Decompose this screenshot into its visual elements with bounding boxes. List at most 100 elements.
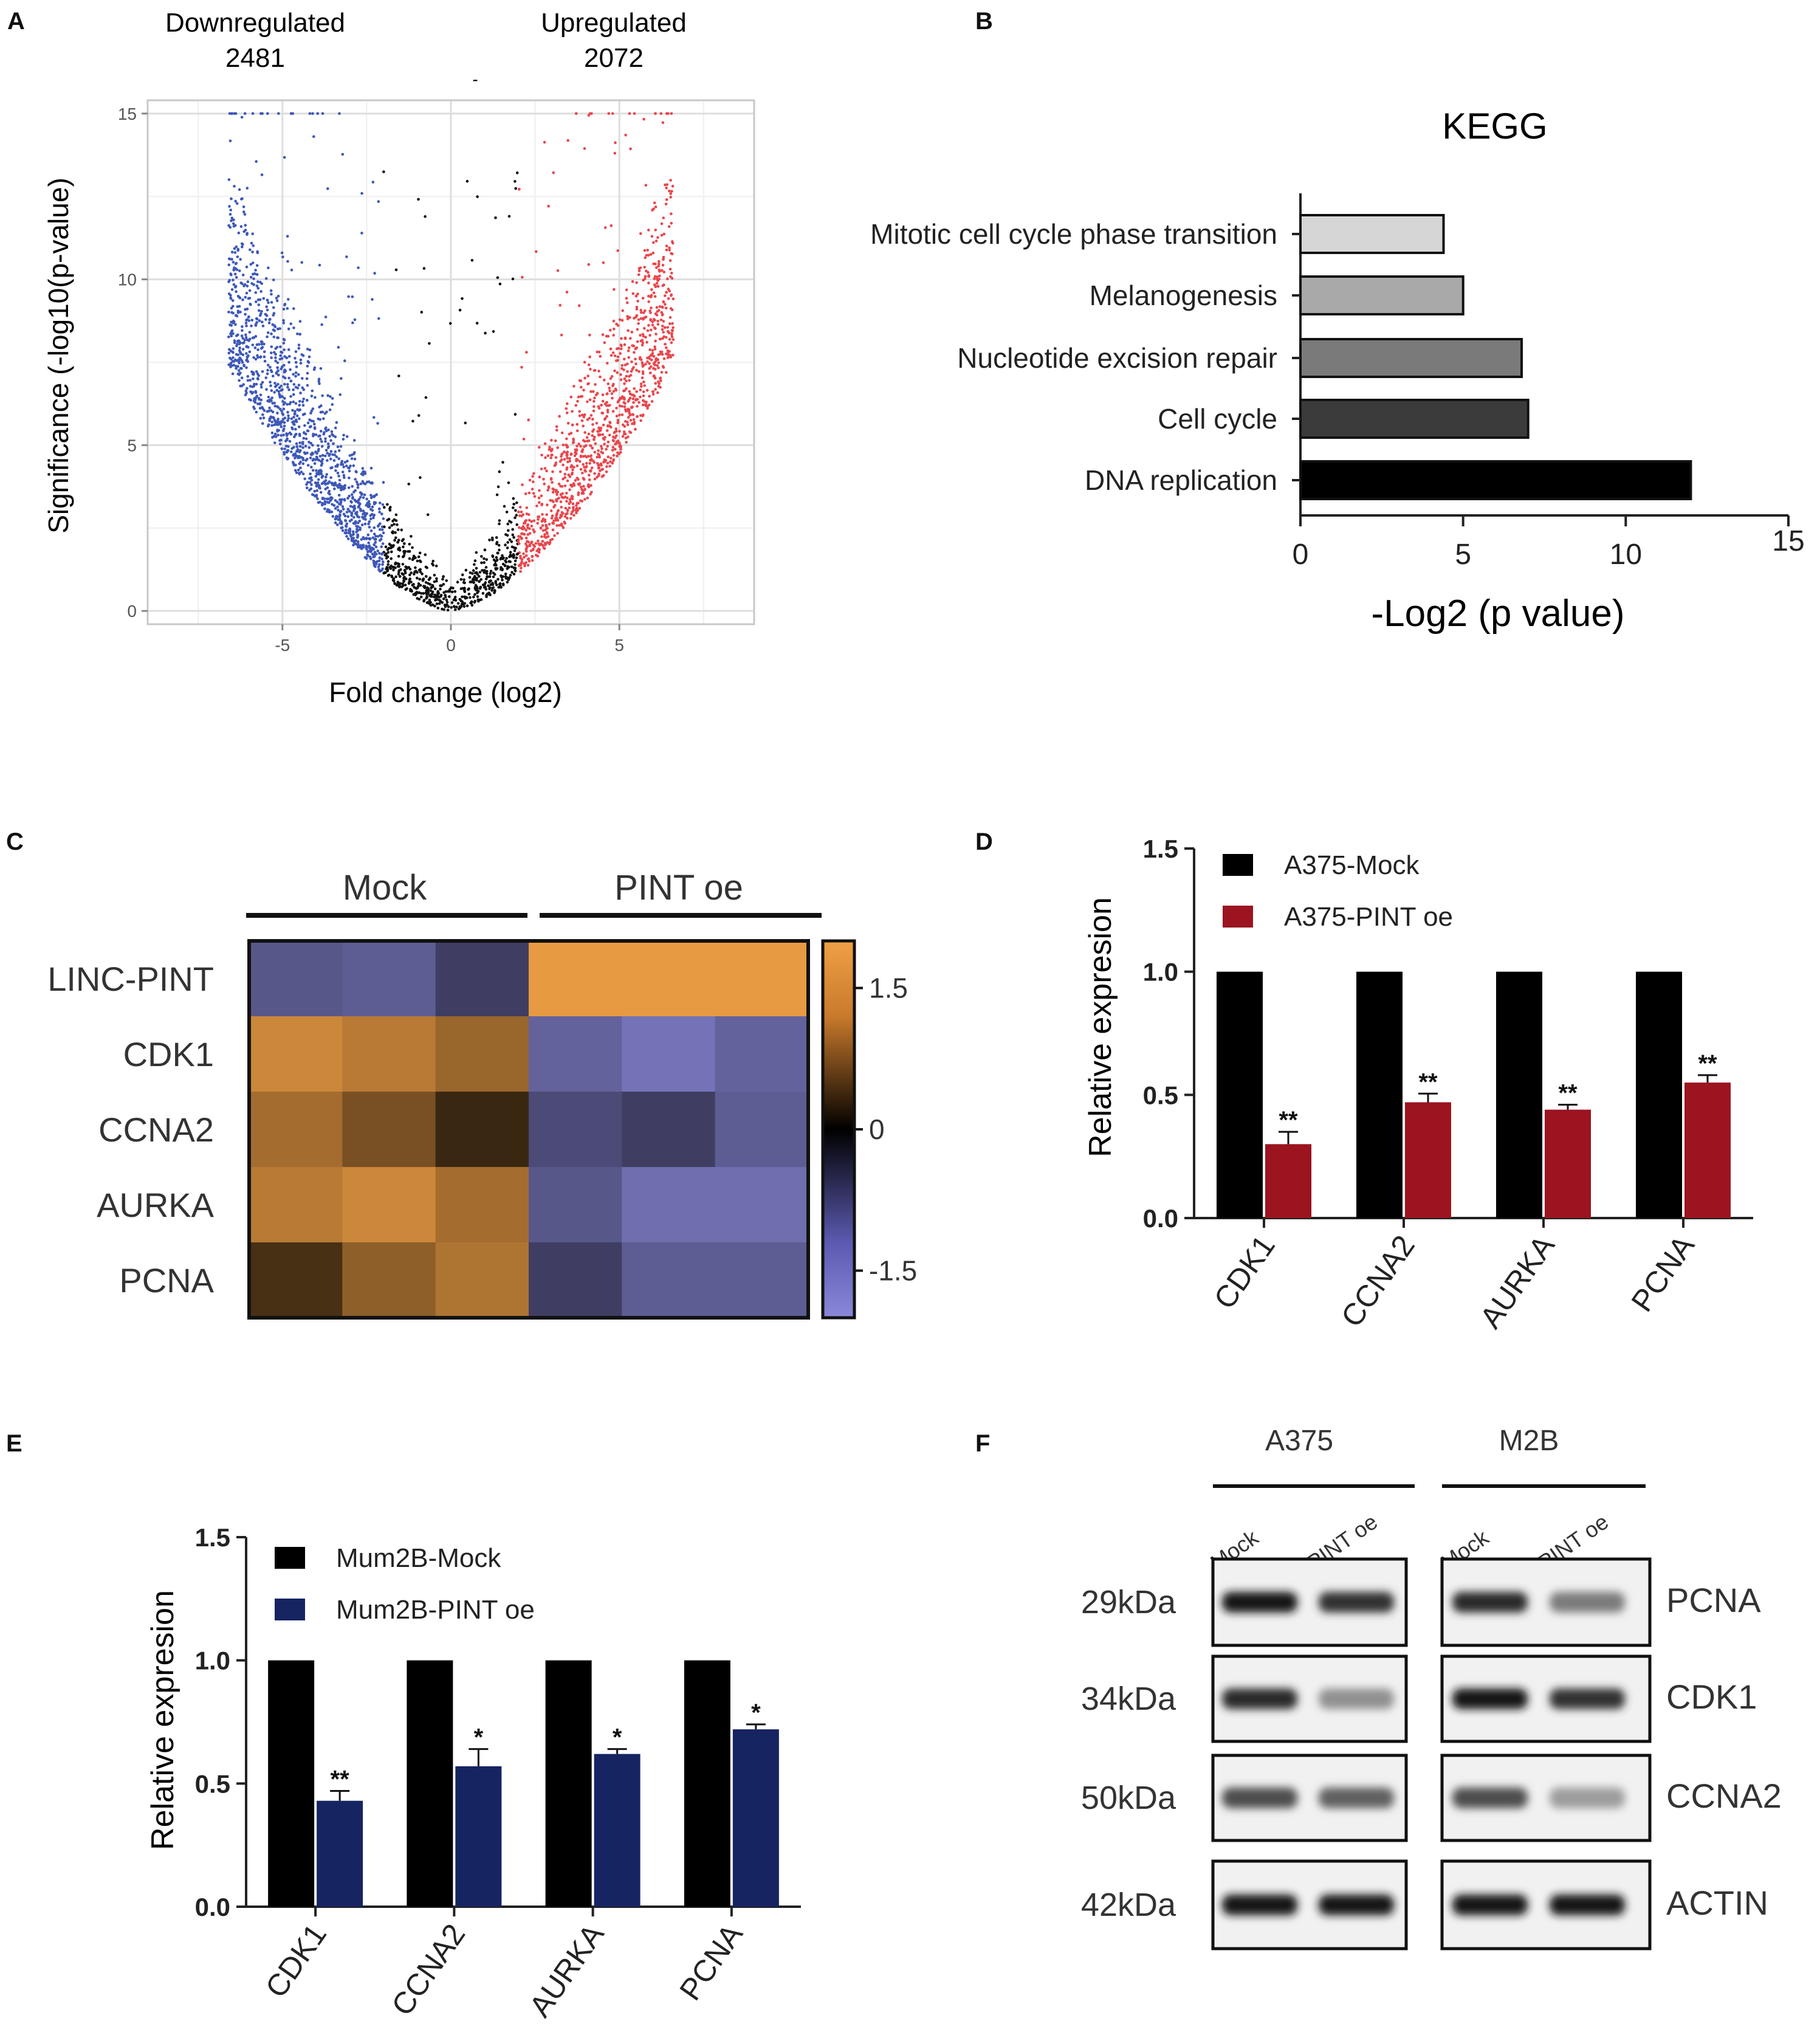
volcano-point (654, 327, 657, 330)
volcano-point (253, 382, 256, 386)
volcano-point (330, 510, 334, 514)
volcano-point (589, 368, 592, 371)
volcano-point (232, 268, 236, 272)
volcano-point (280, 434, 283, 437)
volcano-point (252, 373, 255, 376)
volcano-point (611, 461, 614, 465)
volcano-point (644, 362, 647, 366)
volcano-point (272, 278, 275, 281)
volcano-point (469, 601, 472, 605)
volcano-point (433, 604, 436, 608)
volcano-point (548, 448, 551, 451)
volcano-point (524, 519, 527, 522)
panel-c-label: C (6, 828, 24, 855)
volcano-point (287, 414, 290, 418)
volcano-point (558, 460, 562, 463)
volcano-point (325, 473, 328, 476)
volcano-point (306, 421, 310, 425)
volcano-point (436, 593, 439, 597)
volcano-point (653, 376, 657, 380)
volcano-point (282, 427, 286, 431)
volcano-point (643, 266, 647, 269)
volcano-point (637, 322, 640, 325)
volcano-point (356, 534, 360, 538)
volcano-point (306, 365, 309, 368)
significance-mark: ** (331, 1766, 350, 1792)
volcano-point (521, 275, 524, 279)
volcano-point (647, 324, 650, 327)
volcano-point (294, 469, 297, 472)
volcano-point (642, 394, 645, 398)
volcano-point (319, 367, 323, 370)
volcano-point (653, 348, 657, 351)
volcano-point (229, 296, 232, 300)
y-tick-label: 1.0 (195, 1647, 230, 1675)
volcano-point (294, 350, 298, 353)
volcano-point (250, 241, 253, 245)
volcano-point (634, 427, 637, 431)
volcano-point (280, 389, 283, 392)
volcano-point (250, 391, 254, 395)
volcano-point (276, 411, 279, 415)
volcano-point (509, 551, 512, 554)
volcano-point (410, 580, 413, 584)
volcano-point (273, 351, 276, 354)
volcano-point (536, 522, 539, 525)
volcano-point (448, 595, 451, 598)
bar-mock (545, 1660, 592, 1907)
volcano-point (270, 389, 273, 392)
volcano-point (286, 450, 289, 453)
volcano-point (409, 588, 412, 591)
volcano-point (662, 335, 665, 339)
volcano-point (520, 566, 523, 570)
volcano-point (640, 343, 644, 347)
volcano-point (304, 444, 307, 448)
volcano-point (424, 396, 428, 399)
volcano-point (517, 540, 520, 543)
volcano-point (286, 383, 289, 386)
molecular-weight-label: 50kDa (1081, 1780, 1176, 1816)
volcano-point (527, 491, 531, 495)
volcano-point (652, 291, 656, 295)
volcano-point (631, 397, 635, 401)
volcano-point (346, 508, 350, 511)
volcano-point (273, 382, 276, 385)
volcano-point (506, 580, 509, 584)
volcano-point (520, 366, 523, 369)
volcano-point (506, 541, 509, 544)
volcano-point (491, 554, 494, 557)
volcano-point (471, 572, 474, 575)
volcano-point (400, 539, 404, 542)
volcano-point (628, 408, 631, 411)
volcano-point (296, 448, 300, 451)
volcano-point (414, 566, 417, 570)
volcano-point (589, 414, 593, 417)
volcano-point (623, 425, 627, 428)
volcano-point (616, 421, 619, 424)
volcano-point (321, 453, 325, 457)
volcano-point (650, 358, 653, 362)
volcano-point (658, 262, 661, 266)
volcano-point (627, 400, 630, 403)
volcano-point (624, 133, 627, 137)
volcano-point (671, 322, 674, 325)
volcano-point (546, 527, 549, 530)
volcano-point (243, 283, 247, 286)
volcano-point (266, 335, 269, 339)
volcano-point (554, 456, 558, 459)
protein-band (1452, 1895, 1528, 1915)
volcano-point (390, 550, 393, 554)
volcano-point (592, 409, 596, 413)
volcano-point (404, 565, 407, 568)
volcano-point (317, 458, 321, 462)
volcano-point (526, 563, 530, 567)
volcano-point (500, 586, 503, 589)
heatmap-row-label: CCNA2 (98, 1110, 214, 1149)
volcano-point (280, 251, 284, 255)
volcano-point (616, 359, 619, 362)
volcano-point (513, 549, 517, 553)
volcano-point (559, 500, 563, 503)
volcano-point (232, 319, 235, 323)
volcano-point (236, 305, 239, 308)
